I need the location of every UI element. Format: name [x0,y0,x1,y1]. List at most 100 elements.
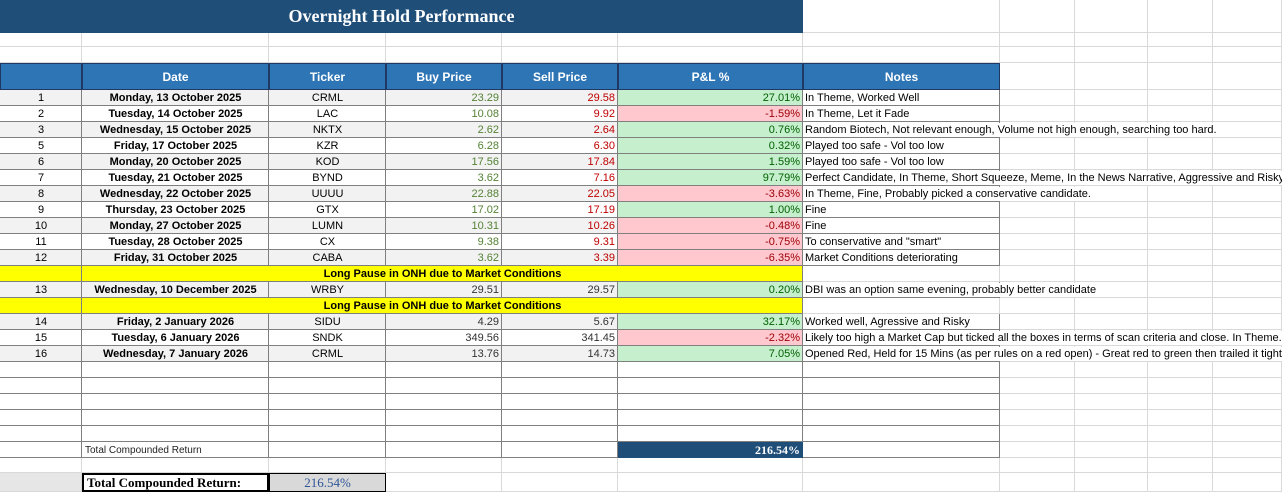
buy-price: 10.31 [471,220,499,232]
cell [1000,47,1075,63]
cell [502,330,618,346]
cell [0,202,82,218]
cell [618,394,803,410]
row-number: 3 [37,124,45,136]
cell [386,330,502,346]
cell [269,378,386,394]
sell-price: 9.31 [593,236,615,248]
cell [1148,63,1213,90]
ticker: KOD [315,156,340,168]
cell [1148,282,1213,298]
cell [803,47,1000,63]
cell [1213,0,1282,33]
sell-price: 14.73 [587,348,615,360]
trade-notes: In Theme, Worked Well [803,91,922,105]
cell [1000,90,1075,106]
summary-value: 216.54% [755,442,800,457]
cell [1075,47,1148,63]
column-header: P&L % [691,69,730,84]
cell [1213,90,1282,106]
cell [269,282,386,298]
cell [502,33,618,47]
footer-label: Total Compounded Return: [87,474,242,490]
cell [1213,298,1282,314]
cell [1075,90,1148,106]
cell [1000,426,1075,442]
cell [82,250,269,266]
cell [0,346,82,362]
sell-price: 9.92 [593,108,615,120]
trade-notes: Played too safe - Vol too low [803,139,946,153]
cell [269,90,386,106]
pnl-percent: -0.48% [765,220,800,232]
cell [803,0,1000,33]
trade-notes: Fine [803,203,829,217]
cell [1213,154,1282,170]
cell [1075,314,1148,330]
cell [82,33,269,47]
ticker: CRML [311,92,344,104]
cell [803,473,1000,492]
cell [502,282,618,298]
cell [386,282,502,298]
cell [1148,473,1213,492]
ticker: SIDU [314,316,341,328]
cell [1148,362,1213,378]
cell [1075,298,1148,314]
pause-banner: Long Pause in ONH due to Market Conditio… [323,268,562,280]
footer-value: 216.54% [304,474,351,490]
cell [386,442,502,458]
cell [82,282,269,298]
sell-price: 3.39 [593,252,615,264]
cell [502,458,618,473]
cell [82,394,269,410]
cell [1000,234,1075,250]
cell [0,106,82,122]
trade-date: Wednesday, 22 October 2025 [99,188,252,200]
cell [1075,138,1148,154]
trade-notes: Market Conditions deteriorating [803,251,960,265]
cell [1000,362,1075,378]
cell [1213,122,1282,138]
cell [82,362,269,378]
cell [0,234,82,250]
cell [82,330,269,346]
cell [269,394,386,410]
cell [502,442,618,458]
cell [502,106,618,122]
cell [618,90,803,106]
cell [269,426,386,442]
cell [803,410,1000,426]
cell [1075,282,1148,298]
trade-date: Friday, 17 October 2025 [113,140,238,152]
cell [1148,234,1213,250]
cell [502,234,618,250]
cell [618,426,803,442]
cell [618,362,803,378]
cell [82,218,269,234]
cell [1075,458,1148,473]
cell [82,314,269,330]
sell-price: 5.67 [593,316,615,328]
trade-notes: Perfect Candidate, In Theme, Short Squee… [803,171,1282,185]
cell [1075,202,1148,218]
cell [502,186,618,202]
cell [1148,218,1213,234]
buy-price: 3.62 [477,172,499,184]
cell [0,378,82,394]
buy-price: 10.08 [471,108,499,120]
pnl-percent: 27.01% [762,92,800,104]
cell [502,250,618,266]
cell [1000,154,1075,170]
cell [82,378,269,394]
cell [269,250,386,266]
cell [618,250,803,266]
cell [1000,218,1075,234]
row-number: 16 [34,348,48,360]
cell [502,346,618,362]
cell [0,186,82,202]
trade-notes: Played too safe - Vol too low [803,155,946,169]
cell [0,138,82,154]
row-number: 7 [37,172,45,184]
